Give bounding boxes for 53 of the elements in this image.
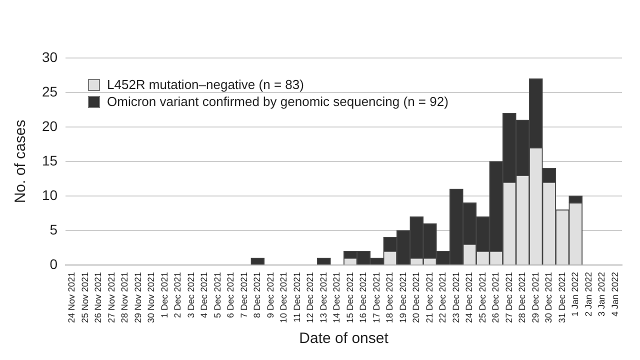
x-tick-label: 29 Nov 2021 xyxy=(132,272,143,324)
x-tick-label: 28 Nov 2021 xyxy=(120,272,130,324)
x-tick-label: 15 Dec 2021 xyxy=(344,272,355,324)
x-tick-label: 18 Dec 2021 xyxy=(384,272,395,324)
x-tick-label: 21 Dec 2021 xyxy=(424,272,434,324)
x-tick-label: 4 Jan 2022 xyxy=(610,272,620,317)
x-tick-label: 24 Dec 2021 xyxy=(464,272,474,324)
x-tick-label: 28 Dec 2021 xyxy=(517,272,528,324)
x-tick-label: 12 Dec 2021 xyxy=(305,272,316,324)
x-tick-label: 11 Dec 2021 xyxy=(292,272,302,322)
x-tick-label: 27 Dec 2021 xyxy=(504,272,514,324)
x-tick-label: 22 Dec 2021 xyxy=(438,272,448,324)
x-tick-label: 24 Nov 2021 xyxy=(66,272,77,324)
x-tick-label: 5 Dec 2021 xyxy=(212,272,222,318)
x-tick-label: 1 Jan 2022 xyxy=(570,272,580,317)
x-axis-title: Date of onset xyxy=(299,330,390,348)
x-tick-label: 25 Dec 2021 xyxy=(477,272,488,324)
y-axis-title: No. of cases xyxy=(12,120,30,204)
legend-label: Omicron variant confirmed by genomic sequencing (n = 92) xyxy=(107,93,448,110)
x-tick-label: 8 Dec 2021 xyxy=(252,272,262,318)
x-tick-label: 6 Dec 2021 xyxy=(226,272,236,318)
y-tick-label: 25 xyxy=(42,83,58,100)
x-tick-label: 13 Dec 2021 xyxy=(318,272,328,324)
x-tick-label: 1 Dec 2021 xyxy=(159,272,170,318)
x-tick-label: 26 Nov 2021 xyxy=(93,272,104,324)
x-tick-label: 9 Dec 2021 xyxy=(265,272,276,318)
x-tick-label: 16 Dec 2021 xyxy=(358,272,368,324)
x-tick-label: 2 Jan 2022 xyxy=(583,272,594,317)
y-tick-label: 15 xyxy=(42,152,58,168)
x-tick-label: 20 Dec 2021 xyxy=(411,272,422,324)
y-tick-label: 30 xyxy=(42,48,58,65)
x-tick-label: 14 Dec 2021 xyxy=(332,272,342,324)
y-tick-label: 20 xyxy=(42,118,58,134)
x-tick-label: 25 Nov 2021 xyxy=(80,272,90,324)
x-tick-label: 27 Nov 2021 xyxy=(106,272,116,324)
legend-label: L452R mutation–negative (n = 83) xyxy=(107,76,304,93)
y-tick-label: 0 xyxy=(50,256,58,272)
x-tick-label: 29 Dec 2021 xyxy=(530,272,540,324)
x-tick-label: 4 Dec 2021 xyxy=(199,272,210,318)
x-tick-label: 7 Dec 2021 xyxy=(238,272,249,318)
x-tick-label: 2 Dec 2021 xyxy=(172,272,183,318)
x-tick-label: 23 Dec 2021 xyxy=(450,272,461,324)
x-tick-label: 3 Dec 2021 xyxy=(186,272,196,318)
y-tick-label: 5 xyxy=(50,221,58,238)
x-tick-label: 10 Dec 2021 xyxy=(278,272,289,324)
x-tick-label: 31 Dec 2021 xyxy=(556,272,567,324)
x-tick-label: 3 Jan 2022 xyxy=(596,272,607,317)
x-tick-label: 17 Dec 2021 xyxy=(371,272,382,324)
x-tick-label: 19 Dec 2021 xyxy=(398,272,408,324)
x-tick-label: 26 Dec 2021 xyxy=(490,272,501,324)
x-tick-label: 30 Dec 2021 xyxy=(544,272,554,324)
x-tick-label: 30 Nov 2021 xyxy=(146,272,156,324)
y-tick-label: 10 xyxy=(42,186,58,203)
